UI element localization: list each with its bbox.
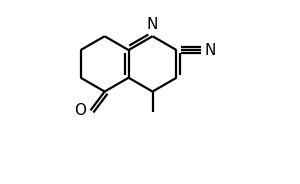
Text: O: O (74, 103, 86, 118)
Text: N: N (147, 17, 158, 32)
Text: N: N (204, 43, 215, 58)
